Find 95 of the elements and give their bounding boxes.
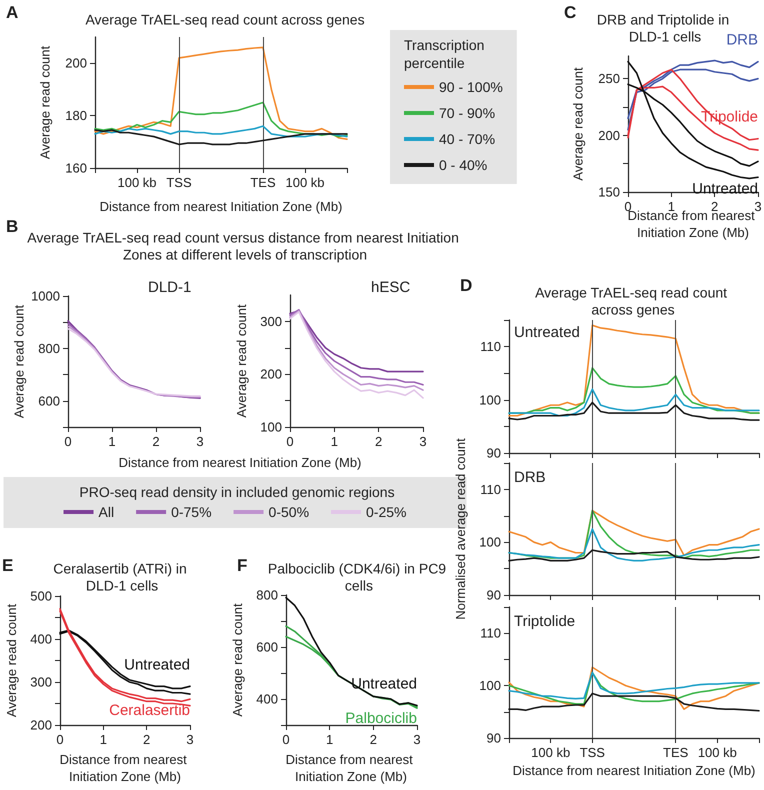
y-axis-title: Average read count xyxy=(570,67,586,181)
chart-title: Average TrAEL-seq read count across genes xyxy=(85,12,365,28)
x-axis-title: Distance from nearest Initiation Zone (Mb) xyxy=(118,455,362,470)
y-tick-label: 250 xyxy=(598,71,620,86)
y-tick-label: 1000 xyxy=(31,288,60,304)
x-tick-label: 1 xyxy=(326,732,334,747)
x-tick-label: TSS xyxy=(580,745,606,760)
y-tick-label: 100 xyxy=(260,420,282,434)
legend-label: 0-50% xyxy=(268,504,310,520)
y-tick-label: 400 xyxy=(30,632,52,646)
x-tick-label: 2 xyxy=(370,732,377,747)
x-tick-label: 1 xyxy=(108,434,116,449)
text: D xyxy=(460,276,472,295)
y-tick-label: 100 xyxy=(479,678,501,694)
annotation: Untreated xyxy=(514,324,580,341)
x-tick-label: 1 xyxy=(330,434,338,449)
y-tick-label: 300 xyxy=(260,314,282,329)
y-tick-label: 600 xyxy=(256,640,278,654)
x-tick-label: TSS xyxy=(166,175,192,190)
legend-title: PRO-seq read density in included genomic regions xyxy=(79,484,395,500)
text: Average TrAEL-seq read count versus distance from nearest Initiation Zones at different levels of transcription xyxy=(27,230,463,262)
y-tick-label: 90 xyxy=(486,446,501,460)
legend-label: 0-75% xyxy=(171,504,212,520)
x-axis-title: Distance from nearest Initiation Zone (Mb) xyxy=(100,199,342,214)
y-axis-title: Average read count xyxy=(4,604,19,718)
x-tick-label: 100 kb xyxy=(285,175,325,190)
x-tick-label: 100 kb xyxy=(698,745,737,760)
x-axis-title: Distance from nearest Initiation Zone (Mb) xyxy=(286,752,416,784)
x-tick-label: 2 xyxy=(152,434,160,449)
annotation: hESC xyxy=(371,279,410,296)
series-label: DRB xyxy=(726,32,758,49)
x-tick-label: 3 xyxy=(419,434,427,449)
y-tick-label: 150 xyxy=(598,184,620,200)
series-label: Palbociclib xyxy=(345,710,417,727)
x-tick-label: 3 xyxy=(754,199,762,214)
y-axis-title: Average read count xyxy=(12,304,27,418)
series-label: Untreated xyxy=(351,676,417,692)
x-tick-label: 1 xyxy=(100,732,107,747)
series-label: Ceralasertib xyxy=(109,702,190,720)
x-tick-label: 100 kb xyxy=(117,175,157,190)
legend-label: All xyxy=(98,504,114,520)
y-tick-label: 200 xyxy=(65,56,87,71)
y-tick-label: 100 xyxy=(479,534,501,550)
y-tick-label: 200 xyxy=(260,366,282,382)
legend-label: 70 - 90% xyxy=(439,105,496,121)
x-tick-label: TES xyxy=(250,175,276,190)
series-label: Untreated xyxy=(124,656,190,674)
legend-label: 40 - 70% xyxy=(439,131,496,147)
x-tick-label: 3 xyxy=(186,732,194,747)
y-tick-label: 160 xyxy=(65,160,87,176)
y-tick-label: 600 xyxy=(38,393,60,408)
y-tick-label: 300 xyxy=(30,674,52,690)
y-axis-title: Average read count xyxy=(230,603,245,717)
y-tick-label: 90 xyxy=(486,730,501,746)
x-tick-label: 3 xyxy=(196,434,204,449)
x-tick-label: 0 xyxy=(282,732,290,747)
x-tick-label: 0 xyxy=(64,434,72,449)
text: F xyxy=(237,556,248,575)
y-tick-label: 110 xyxy=(480,482,501,497)
y-tick-label: 110 xyxy=(480,626,501,641)
y-tick-label: 180 xyxy=(65,108,87,124)
legend-label: 0-25% xyxy=(366,504,406,520)
x-tick-label: 100 kb xyxy=(531,745,570,760)
text: DLD-1 xyxy=(148,279,192,296)
y-tick-label: 200 xyxy=(30,718,52,732)
x-tick-label: 1 xyxy=(668,199,675,214)
y-tick-label: 800 xyxy=(38,340,60,356)
y-axis-title: Average read count xyxy=(38,46,52,160)
y-tick-label: 200 xyxy=(598,128,620,143)
x-tick-label: 2 xyxy=(375,434,382,449)
x-axis-title: Distance from nearest Initiation Zone (Mb) xyxy=(60,752,190,784)
x-tick-label: 2 xyxy=(143,732,150,747)
chart-title: Average TrAEL-seq read count across genes xyxy=(535,284,731,318)
text: B xyxy=(6,217,18,236)
chart-title: Ceralasertib (ATRi) in DLD-1 cells xyxy=(53,560,191,594)
y-tick-label: 500 xyxy=(30,588,52,604)
text: E xyxy=(2,556,14,575)
text: C xyxy=(564,3,576,22)
annotation: DRB xyxy=(514,469,546,486)
y-tick-label: 100 xyxy=(479,392,501,408)
y-axis-title: Normalised average read count xyxy=(452,438,468,620)
x-tick-label: 3 xyxy=(413,732,421,747)
y-tick-label: 110 xyxy=(480,339,501,354)
x-axis-title: Distance from nearest Initiation Zone (Mb) xyxy=(512,762,756,778)
annotation: Triptolide xyxy=(514,613,576,630)
x-tick-label: TES xyxy=(663,745,689,760)
legend-label: 0 - 40% xyxy=(439,157,488,173)
legend-label: 90 - 100% xyxy=(439,79,503,95)
text: A xyxy=(6,3,18,22)
x-tick-label: 0 xyxy=(286,434,294,449)
legend-title: Transcription percentile xyxy=(404,37,488,71)
y-tick-label: 90 xyxy=(486,588,501,602)
y-axis-title: Average read count xyxy=(234,304,249,418)
x-tick-label: 0 xyxy=(56,732,64,747)
y-tick-label: 400 xyxy=(256,692,278,706)
